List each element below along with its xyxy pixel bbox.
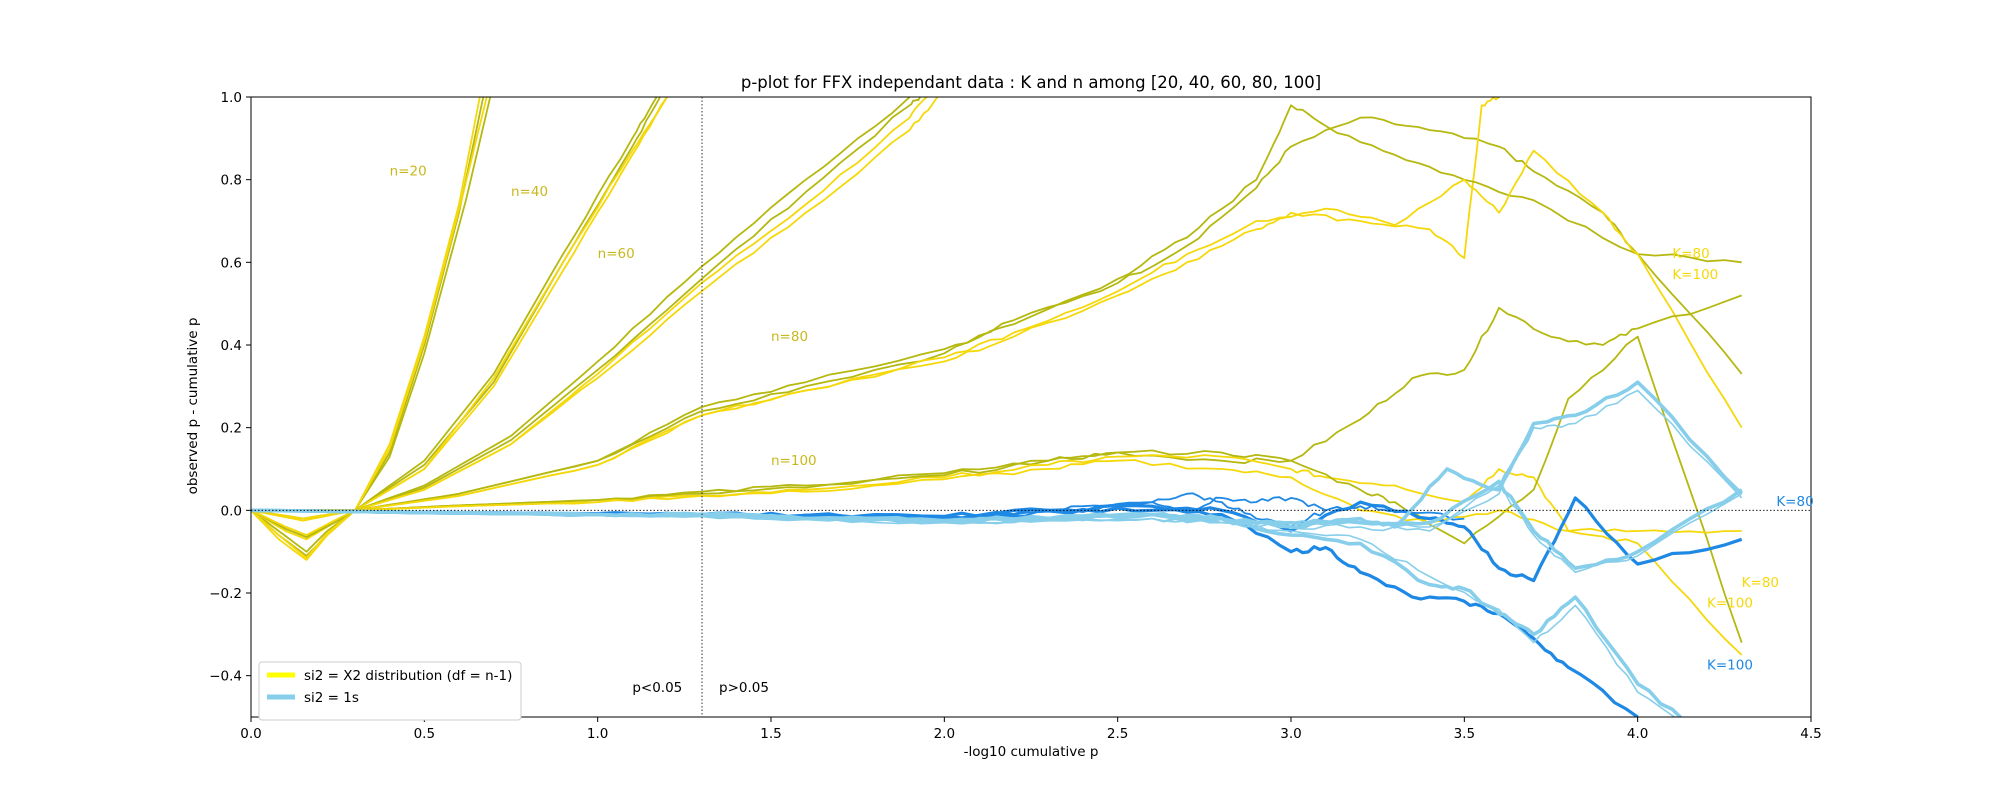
annotation-label: K=100 [1707, 595, 1753, 611]
series-line [251, 335, 1743, 643]
series-line [251, 97, 939, 520]
annotation-label: K=80 [1742, 575, 1779, 591]
y-tick-label: 0.0 [221, 503, 242, 519]
legend: si2 = X2 distribution (df = n-1) si2 = 1… [258, 661, 522, 721]
x-tick-label: 4.0 [1627, 726, 1648, 742]
annotation-label: p<0.05 [632, 680, 682, 696]
y-tick-label: −0.2 [209, 586, 242, 602]
y-tick-label: −0.4 [209, 669, 242, 685]
annotation-label: K=100 [1672, 267, 1718, 283]
series-line [251, 97, 661, 536]
annotation-label: p>0.05 [719, 680, 769, 696]
series-line [251, 104, 1743, 512]
legend-label-chi2: si2 = X2 distribution (df = n-1) [304, 668, 512, 684]
series-line [251, 459, 1742, 534]
annotation-label: K=100 [1707, 657, 1753, 673]
y-tick-label: 0.4 [221, 338, 242, 354]
series-line [251, 97, 921, 520]
x-tick-label: 2.5 [1107, 726, 1128, 742]
series-line [251, 97, 668, 536]
x-axis-title: -log10 cumulative p [964, 744, 1099, 760]
series-line [251, 97, 928, 522]
annotation-label: K=80 [1776, 494, 1813, 510]
plot-area [251, 97, 1811, 717]
y-tick-label: 0.6 [221, 255, 242, 271]
x-tick-label: 2.0 [934, 726, 955, 742]
y-tick-label: 1.0 [221, 90, 242, 106]
y-axis-title: observed p - cumulative p [185, 318, 201, 495]
x-tick-label: 3.5 [1454, 726, 1475, 742]
annotation-label: n=60 [598, 246, 635, 262]
series-line [251, 484, 1743, 574]
annotation-label: n=100 [771, 453, 817, 469]
series-line [251, 97, 668, 541]
x-tick-label: 1.0 [587, 726, 608, 742]
x-tick-label: 4.5 [1800, 726, 1821, 742]
series-line [251, 97, 658, 539]
legend-frame [258, 661, 522, 721]
x-tick-label: 0.5 [414, 726, 435, 742]
annotation-label: n=20 [390, 164, 427, 180]
legend-label-ones: si2 = 1s [304, 690, 359, 706]
annotation-label: K=80 [1672, 246, 1709, 262]
annotation-label: n=80 [771, 329, 808, 345]
annotation-label: n=40 [511, 184, 548, 200]
series-line [251, 479, 1743, 570]
chart-title: p-plot for FFX independant data : K and … [741, 73, 1321, 92]
series-line [251, 149, 1743, 512]
axes: 0.0 0.5 1.0 1.5 2.0 2.5 3.0 3.5 4.0 4.5 −0.4 −0.2 0.… [209, 90, 1822, 742]
y-tick-label: 0.2 [221, 421, 242, 437]
x-tick-label: 0.0 [240, 726, 261, 742]
y-tick-label: 0.8 [221, 173, 242, 189]
x-tick-label: 3.0 [1280, 726, 1301, 742]
x-tick-label: 1.5 [760, 726, 781, 742]
axes-frame [250, 96, 1812, 718]
